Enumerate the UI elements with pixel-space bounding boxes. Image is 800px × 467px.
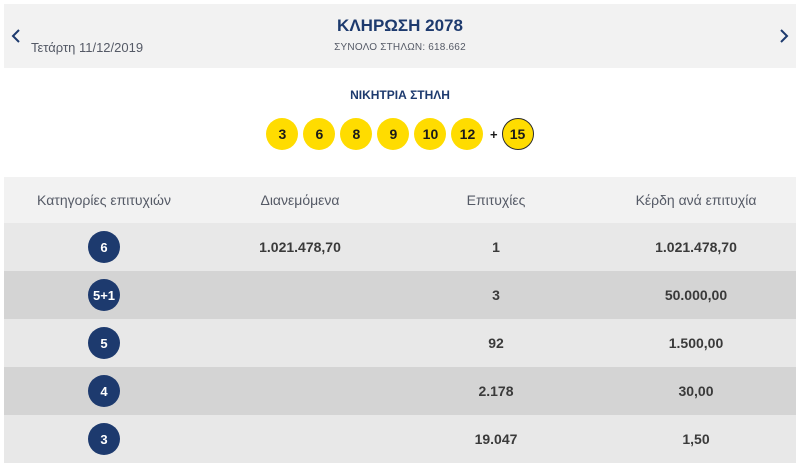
chevron-left-icon [11, 29, 20, 43]
winning-ball: 9 [377, 118, 410, 150]
prize-cell: 30,00 [678, 383, 714, 399]
category-cell: 5 [4, 327, 204, 359]
category-badge: 5+1 [88, 279, 120, 311]
chevron-right-icon [780, 29, 789, 43]
winning-ball: 6 [303, 118, 336, 150]
category-badge: 3 [88, 423, 120, 455]
prize-table: Κατηγορίες επιτυχιών Διανεμόμενα Επιτυχί… [4, 177, 796, 463]
table-row: 3 19.047 1,50 [4, 415, 796, 463]
category-badge: 5 [88, 327, 120, 359]
category-badge: 4 [88, 375, 120, 407]
winners-cell: 3 [492, 287, 500, 303]
table-row: 5 92 1.500,00 [4, 319, 796, 367]
category-badge: 6 [88, 231, 120, 263]
winning-ball: 12 [451, 118, 484, 150]
prize-cell: 1.021.478,70 [655, 239, 737, 255]
header-prize: Κέρδη ανά επιτυχία [635, 192, 757, 208]
table-row: 6 1.021.478,70 1 1.021.478,70 [4, 223, 796, 271]
plus-sign: + [489, 126, 498, 142]
table-header: Κατηγορίες επιτυχιών Διανεμόμενα Επιτυχί… [4, 177, 796, 223]
winning-column-title: ΝΙΚΗΤΡΙΑ ΣΤΗΛΗ [350, 88, 450, 102]
draw-title: ΚΛΗΡΩΣΗ 2078 [337, 16, 463, 35]
winning-ball: 3 [266, 118, 299, 150]
winners-cell: 1 [492, 239, 500, 255]
prize-cell: 50.000,00 [664, 287, 728, 303]
table-row: 5+1 3 50.000,00 [4, 271, 796, 319]
prize-cell: 1,50 [682, 431, 710, 447]
next-draw-button[interactable] [774, 24, 794, 48]
prize-cell: 1.500,00 [668, 335, 724, 351]
header-categories: Κατηγορίες επιτυχιών [37, 192, 171, 208]
header-winners: Επιτυχίες [466, 192, 526, 208]
winners-cell: 2.178 [478, 383, 514, 399]
category-cell: 4 [4, 375, 204, 407]
draw-header: Τετάρτη 11/12/2019 ΚΛΗΡΩΣΗ 2078 ΣΥΝΟΛΟ Σ… [4, 4, 796, 68]
draw-date: Τετάρτη 11/12/2019 [31, 40, 144, 55]
header-distributed: Διανεμόμενα [260, 192, 340, 208]
category-cell: 3 [4, 423, 204, 455]
total-columns: ΣΥΝΟΛΟ ΣΤΗΛΩΝ: 618.662 [334, 42, 466, 53]
previous-draw-button[interactable] [6, 24, 26, 48]
winners-cell: 92 [488, 335, 504, 351]
winners-cell: 19.047 [474, 431, 518, 447]
winning-numbers: 3 6 8 9 10 12 + 15 [0, 118, 800, 150]
table-row: 4 2.178 30,00 [4, 367, 796, 415]
category-cell: 5+1 [4, 279, 204, 311]
winning-ball: 8 [340, 118, 373, 150]
category-cell: 6 [4, 231, 204, 263]
bonus-ball: 15 [501, 118, 534, 150]
distributed-cell: 1.021.478,70 [259, 239, 341, 255]
winning-ball: 10 [414, 118, 447, 150]
